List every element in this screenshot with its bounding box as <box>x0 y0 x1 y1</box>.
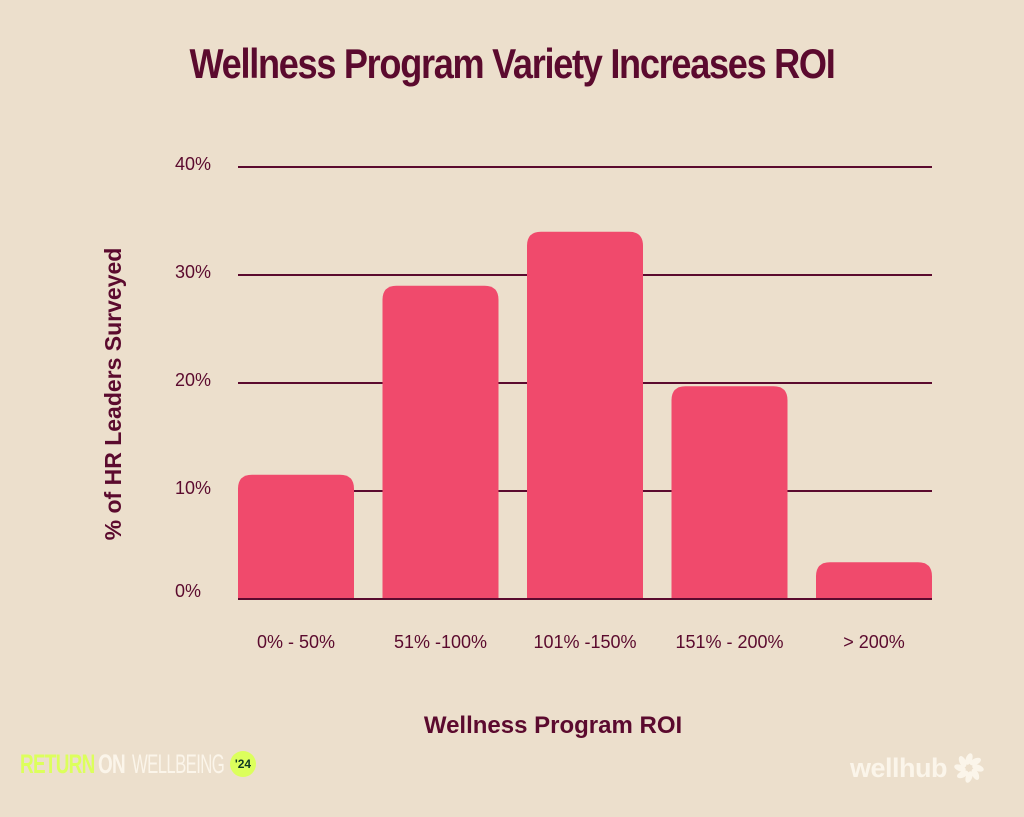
y-tick-labels: 0% 10% 20% 30% 40% <box>175 154 211 601</box>
logo-year-badge: '24 <box>230 751 256 777</box>
bar-4 <box>816 562 932 599</box>
wellhub-logo: wellhub <box>850 752 985 784</box>
wellhub-wordmark: wellhub <box>850 752 948 783</box>
y-tick-label: 10% <box>175 478 211 498</box>
x-tick-labels: 0% - 50% 51% -100% 101% -150% 151% - 200% > … <box>257 632 905 652</box>
logo-word-return: RETURN <box>20 748 95 779</box>
y-axis-label: % of HR Leaders Surveyed <box>100 248 126 541</box>
y-tick-label: 20% <box>175 370 211 390</box>
chart-title: Wellness Program Variety Increases ROI <box>189 40 836 87</box>
y-tick-label: 40% <box>175 154 211 174</box>
y-tick-label: 30% <box>175 262 211 282</box>
y-tick-label: 0% <box>175 581 201 601</box>
bar-2 <box>527 231 643 600</box>
x-tick-label: 151% - 200% <box>675 632 783 652</box>
x-tick-label: 101% -150% <box>533 632 636 652</box>
return-on-wellbeing-logo: RETURN ON WELLBEING '24 <box>20 748 256 780</box>
logo-word-wellbeing: WELLBEING <box>132 748 225 779</box>
pinwheel-logo-icon <box>954 753 984 783</box>
bars <box>238 231 932 600</box>
x-axis-label: Wellness Program ROI <box>424 712 682 739</box>
x-tick-label: 51% -100% <box>394 632 487 652</box>
logo-word-on: ON <box>98 748 126 779</box>
x-tick-label: > 200% <box>843 632 905 652</box>
bar-3 <box>671 386 788 599</box>
bar-0 <box>238 474 354 599</box>
bar-1 <box>382 285 499 599</box>
x-tick-label: 0% - 50% <box>257 632 335 652</box>
